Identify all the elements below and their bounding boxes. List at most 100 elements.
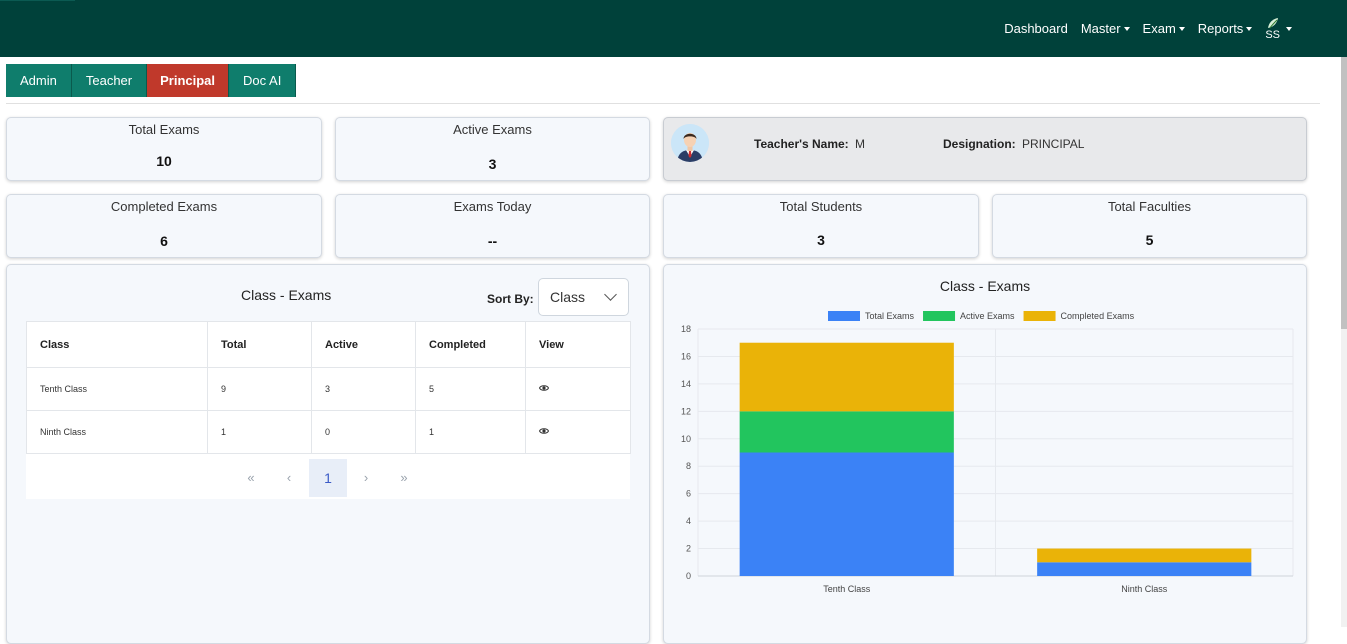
eye-icon[interactable] <box>538 384 550 392</box>
chart-title: Class - Exams <box>939 278 1031 294</box>
sort-by-label: Sort By: <box>487 292 534 306</box>
class-exams-chart: 0 2 4 6 8 10 12 14 16 18 Tenth Class Ninth Class Tot… <box>681 311 1294 594</box>
navbar-brand-strip <box>0 0 75 1</box>
page-first-button[interactable]: « <box>247 470 255 485</box>
nav-exam-label: Exam <box>1142 21 1176 36</box>
nav-master-dropdown[interactable]: Master <box>1081 21 1130 36</box>
teacher-avatar-icon <box>671 124 709 162</box>
table-panel-title: Class - Exams <box>241 287 332 303</box>
caret-down-icon <box>1286 26 1292 31</box>
y-tick-label: 6 <box>686 489 691 499</box>
bar-segment <box>739 411 954 453</box>
user-avatar-block: SS <box>1265 16 1280 41</box>
eye-icon[interactable] <box>538 427 550 435</box>
tab-admin[interactable]: Admin <box>6 64 72 97</box>
designation-value: PRINCIPAL <box>1022 137 1085 151</box>
stat-value: 3 <box>488 156 497 172</box>
legend-swatch <box>828 311 860 321</box>
teacher-name-label: Teacher's Name: <box>754 137 849 151</box>
y-tick-label: 0 <box>686 571 691 581</box>
stat-card-total-exams: Total Exams 10 <box>6 117 322 181</box>
tab-doc-ai[interactable]: Doc AI <box>229 64 297 97</box>
page-prev-button[interactable]: ‹ <box>286 470 292 485</box>
cell-view <box>525 367 631 411</box>
stat-label: Active Exams <box>453 122 532 137</box>
bar-segment <box>1037 548 1252 563</box>
teacher-avatar <box>671 124 709 162</box>
sort-select-value: Class <box>550 289 586 305</box>
profile-card: Teacher's Name: M Designation: PRINCIPAL <box>663 117 1307 181</box>
pagination: « ‹ 1 › » <box>26 452 630 499</box>
stat-value: 5 <box>1145 232 1154 248</box>
y-tick-label: 8 <box>686 461 691 471</box>
stat-card-active-exams: Active Exams 3 <box>335 117 650 181</box>
stat-label: Total Students <box>779 199 863 214</box>
y-tick-label: 2 <box>686 544 691 554</box>
page-next-button[interactable]: › <box>363 470 369 485</box>
x-tick-label: Ninth Class <box>1121 584 1168 594</box>
stat-card-total-students: Total Students 3 <box>663 194 979 258</box>
page-last-button[interactable]: » <box>400 470 408 485</box>
bar-segment <box>1037 562 1252 576</box>
legend-label: Total Exams <box>865 311 915 321</box>
column-header: Class <box>26 321 208 368</box>
cell-total: 9 <box>207 367 312 411</box>
stat-value: 6 <box>160 233 168 249</box>
y-tick-label: 18 <box>681 324 691 334</box>
y-tick-label: 16 <box>681 351 691 361</box>
page-current-button[interactable]: 1 <box>309 459 347 497</box>
caret-down-icon <box>1178 26 1185 31</box>
stat-card-exams-today: Exams Today -- <box>335 194 650 258</box>
cell-total: 1 <box>207 410 312 454</box>
stat-label: Total Faculties <box>1107 199 1192 214</box>
cell-view <box>525 410 631 454</box>
stat-value: 3 <box>817 232 825 248</box>
user-initials: SS <box>1265 29 1280 41</box>
bar-segment <box>739 342 954 412</box>
stat-value: -- <box>487 233 498 249</box>
stat-card-completed-exams: Completed Exams 6 <box>6 194 322 258</box>
y-tick-label: 12 <box>681 406 691 416</box>
caret-down-icon <box>1123 26 1130 31</box>
stat-label: Total Exams <box>128 122 200 137</box>
chevron-down-icon <box>604 288 617 301</box>
cell-active: 3 <box>311 367 416 411</box>
bar-segment <box>739 452 954 576</box>
tab-teacher[interactable]: Teacher <box>71 64 148 97</box>
legend-label: Completed Exams <box>1061 311 1135 321</box>
sort-select[interactable]: Class <box>538 278 629 316</box>
column-header: View <box>525 321 631 368</box>
teacher-name-value: M <box>855 137 865 151</box>
cell-completed: 5 <box>415 367 526 411</box>
table-header-row: Class Total Active Completed View <box>26 321 631 368</box>
nav-reports-dropdown[interactable]: Reports <box>1198 21 1253 36</box>
y-tick-label: 4 <box>686 516 691 526</box>
legend-swatch <box>1023 311 1056 321</box>
table-row: Ninth Class 1 0 1 <box>26 410 631 454</box>
nav-master-label: Master <box>1080 21 1121 36</box>
class-exams-chart-panel: Class - Exams 0 2 4 6 8 10 12 14 16 18 Tenth Class… <box>663 264 1307 644</box>
column-header: Completed <box>415 321 526 368</box>
table-row: Tenth Class 9 3 5 <box>26 367 631 411</box>
y-tick-label: 10 <box>681 434 691 444</box>
scrollbar-track[interactable] <box>1341 57 1347 627</box>
designation-label: Designation: <box>943 137 1016 151</box>
cell-active: 0 <box>311 410 416 454</box>
nav-exam-dropdown[interactable]: Exam <box>1143 21 1185 36</box>
nav-reports-label: Reports <box>1197 21 1244 36</box>
scrollbar-thumb[interactable] <box>1341 57 1347 329</box>
class-exams-table-panel: Class - Exams Sort By: Class Class Total… <box>6 264 650 644</box>
nav-dashboard[interactable]: Dashboard <box>1004 21 1068 36</box>
stat-value: 10 <box>156 153 172 169</box>
tab-principal[interactable]: Principal <box>147 64 230 97</box>
cell-class: Tenth Class <box>26 367 208 411</box>
caret-down-icon <box>1246 26 1253 31</box>
cell-completed: 1 <box>415 410 526 454</box>
class-exams-table: Class Total Active Completed View Tenth … <box>26 321 631 499</box>
user-menu-dropdown[interactable]: SS <box>1265 16 1292 41</box>
stat-label: Completed Exams <box>110 199 218 214</box>
column-header: Active <box>311 321 416 368</box>
tabs-divider <box>6 103 1320 104</box>
stat-label: Exams Today <box>453 199 532 214</box>
legend-label: Active Exams <box>960 311 1015 321</box>
